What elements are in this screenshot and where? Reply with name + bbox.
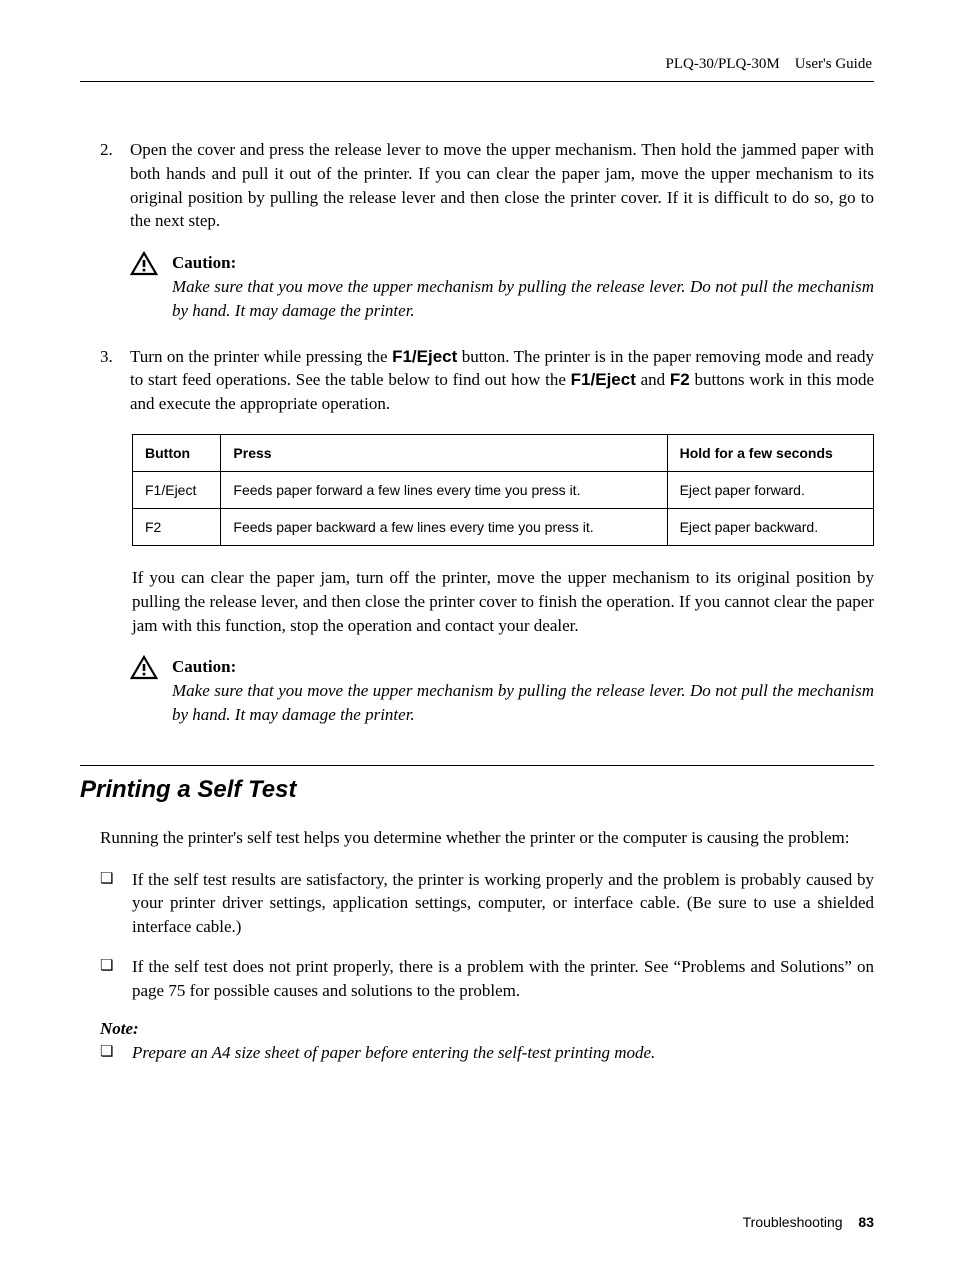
caution-body: Make sure that you move the upper mechan… [172, 277, 874, 320]
col-press: Press [221, 434, 667, 471]
cell: Eject paper forward. [667, 471, 873, 508]
caution-label: Caution: [172, 253, 236, 272]
caution-text: Caution: Make sure that you move the upp… [172, 251, 874, 322]
step-2-text: Open the cover and press the release lev… [130, 138, 874, 233]
page-footer: Troubleshooting 83 [743, 1214, 874, 1230]
bullet-icon: ❏ [100, 955, 132, 1003]
footer-section: Troubleshooting [743, 1214, 843, 1230]
cell: F1/Eject [133, 471, 221, 508]
note-text: Prepare an A4 size sheet of paper before… [132, 1041, 874, 1065]
step-2: 2. Open the cover and press the release … [100, 138, 874, 233]
after-table-text: If you can clear the paper jam, turn off… [132, 566, 874, 637]
page-number: 83 [858, 1214, 874, 1230]
table-row: F1/Eject Feeds paper forward a few lines… [133, 471, 874, 508]
bullet-icon: ❏ [100, 868, 132, 939]
bullet-text: If the self test does not print properly… [132, 955, 874, 1003]
list-item: ❏ If the self test results are satisfact… [100, 868, 874, 939]
caution-label: Caution: [172, 657, 236, 676]
bullet-list: ❏ If the self test results are satisfact… [100, 868, 874, 1003]
table-row: F2 Feeds paper backward a few lines ever… [133, 508, 874, 545]
header-divider [80, 81, 874, 82]
caution-block-2: Caution: Make sure that you move the upp… [130, 655, 874, 726]
product-name: PLQ-30/PLQ-30M [666, 56, 780, 72]
caution-text: Caution: Make sure that you move the upp… [172, 655, 874, 726]
guide-title: User's Guide [795, 56, 872, 72]
intro-text: Running the printer's self test helps yo… [100, 826, 874, 850]
page-header: PLQ-30/PLQ-30M User's Guide [80, 56, 874, 73]
note-block: Note: ❏ Prepare an A4 size sheet of pape… [100, 1019, 874, 1065]
list-item: ❏ If the self test does not print proper… [100, 955, 874, 1003]
bullet-text: If the self test results are satisfactor… [132, 868, 874, 939]
section-title: Printing a Self Test [80, 776, 874, 804]
section-divider [80, 765, 874, 766]
cell: Eject paper backward. [667, 508, 873, 545]
caution-block-1: Caution: Make sure that you move the upp… [130, 251, 874, 322]
step-number: 3. [100, 345, 130, 416]
col-hold: Hold for a few seconds [667, 434, 873, 471]
page: PLQ-30/PLQ-30M User's Guide 2. Open the … [0, 0, 954, 1270]
step-3-text: Turn on the printer while pressing the F… [130, 345, 874, 416]
col-button: Button [133, 434, 221, 471]
button-name: F1/Eject [571, 370, 636, 389]
button-name: F1/Eject [392, 347, 457, 366]
button-name: F2 [670, 370, 690, 389]
caution-icon [130, 251, 172, 322]
button-table: Button Press Hold for a few seconds F1/E… [132, 434, 874, 546]
cell: Feeds paper forward a few lines every ti… [221, 471, 667, 508]
cell: F2 [133, 508, 221, 545]
caution-body: Make sure that you move the upper mechan… [172, 681, 874, 724]
step-number: 2. [100, 138, 130, 233]
cell: Feeds paper backward a few lines every t… [221, 508, 667, 545]
note-label: Note: [100, 1019, 874, 1039]
note-item: ❏ Prepare an A4 size sheet of paper befo… [100, 1041, 874, 1065]
table-header-row: Button Press Hold for a few seconds [133, 434, 874, 471]
caution-icon [130, 655, 172, 726]
bullet-icon: ❏ [100, 1041, 132, 1065]
step-3: 3. Turn on the printer while pressing th… [100, 345, 874, 416]
